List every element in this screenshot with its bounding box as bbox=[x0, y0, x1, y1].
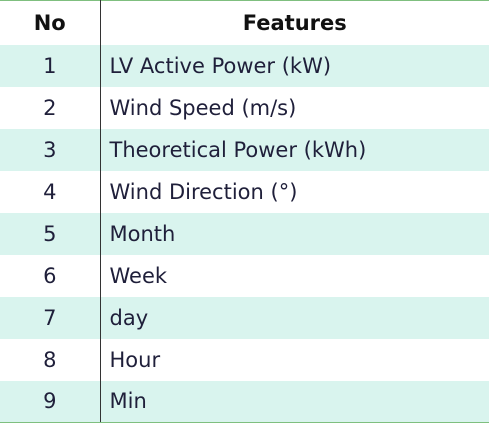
table-row: 2 Wind Speed (m/s) bbox=[0, 86, 489, 129]
table-row: 7 day bbox=[0, 296, 489, 339]
row-feature: day bbox=[100, 296, 489, 339]
row-feature: Hour bbox=[100, 338, 489, 381]
table-header: No Features bbox=[0, 0, 489, 45]
row-number: 1 bbox=[0, 44, 101, 87]
row-number: 6 bbox=[0, 254, 101, 297]
row-number: 2 bbox=[0, 86, 101, 129]
table-row: 5 Month bbox=[0, 212, 489, 255]
row-feature: Wind Direction (°) bbox=[100, 170, 489, 213]
table-body: 1 LV Active Power (kW) 2 Wind Speed (m/s… bbox=[0, 44, 489, 423]
table-row: 1 LV Active Power (kW) bbox=[0, 44, 489, 87]
row-feature: Theoretical Power (kWh) bbox=[100, 128, 489, 171]
table-row: 8 Hour bbox=[0, 338, 489, 381]
row-feature: Month bbox=[100, 212, 489, 255]
row-feature: LV Active Power (kW) bbox=[100, 44, 489, 87]
header-features: Features bbox=[100, 0, 489, 45]
row-number: 8 bbox=[0, 338, 101, 381]
row-number: 9 bbox=[0, 380, 101, 423]
row-number: 7 bbox=[0, 296, 101, 339]
table-row: 6 Week bbox=[0, 254, 489, 297]
row-number: 5 bbox=[0, 212, 101, 255]
table-row: 9 Min bbox=[0, 380, 489, 423]
table-row: 3 Theoretical Power (kWh) bbox=[0, 128, 489, 171]
row-feature: Wind Speed (m/s) bbox=[100, 86, 489, 129]
row-number: 3 bbox=[0, 128, 101, 171]
header-row: No Features bbox=[0, 0, 489, 45]
row-number: 4 bbox=[0, 170, 101, 213]
table-row: 4 Wind Direction (°) bbox=[0, 170, 489, 213]
header-no: No bbox=[0, 0, 101, 45]
row-feature: Min bbox=[100, 380, 489, 423]
row-feature: Week bbox=[100, 254, 489, 297]
